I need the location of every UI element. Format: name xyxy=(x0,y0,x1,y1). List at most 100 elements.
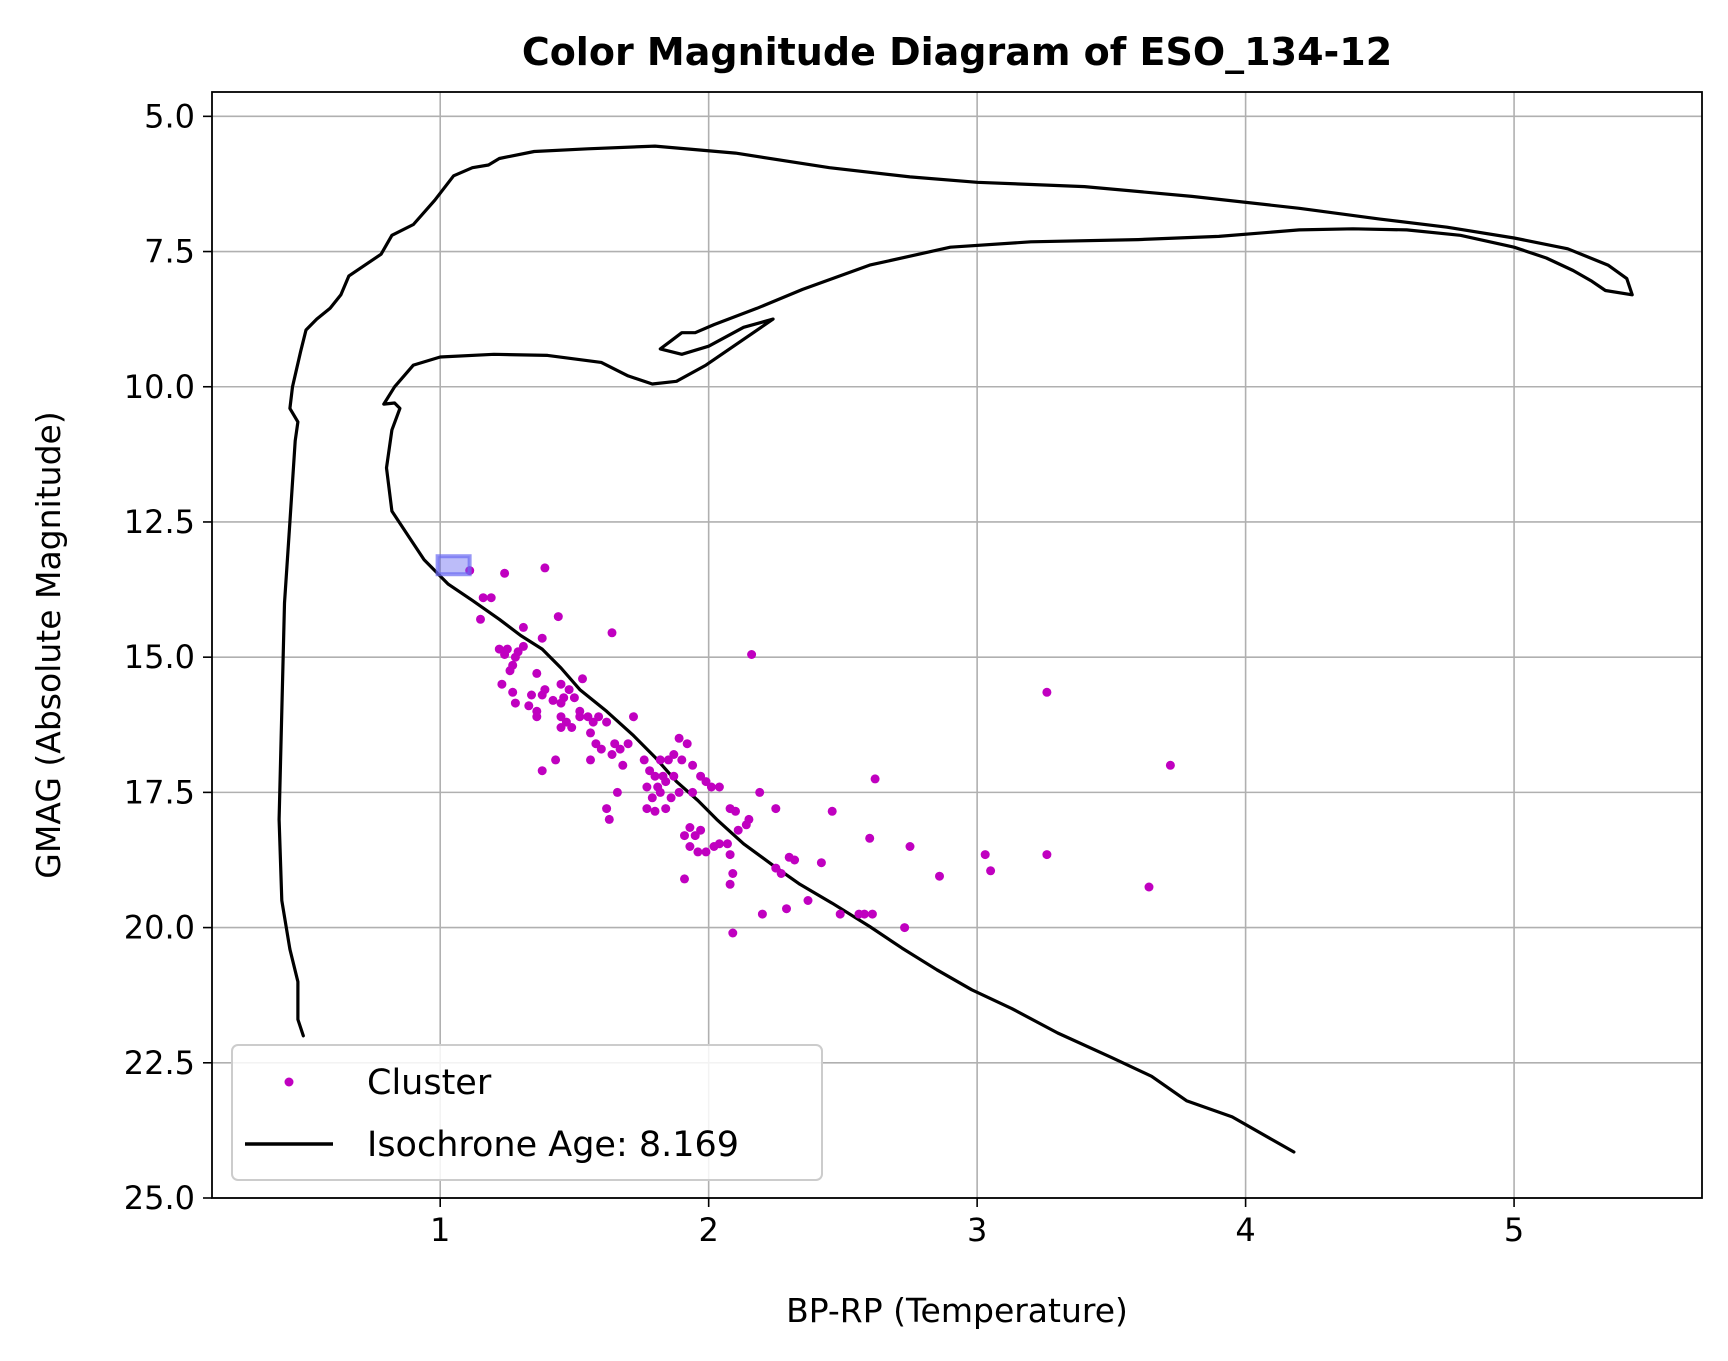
y-tick-label: 20.0 xyxy=(124,909,195,947)
cluster-point xyxy=(497,679,507,689)
cluster-point xyxy=(803,896,813,905)
x-tick-label: 4 xyxy=(1235,1211,1255,1249)
x-axis-label: BP-RP (Temperature) xyxy=(786,1291,1128,1330)
cluster-point xyxy=(986,866,996,876)
cluster-point xyxy=(680,831,689,841)
highlight-marker xyxy=(435,554,472,577)
cluster-point xyxy=(725,850,735,860)
cluster-point xyxy=(714,782,724,792)
cluster-point xyxy=(696,825,706,835)
cluster-point xyxy=(642,782,652,792)
cluster-point xyxy=(980,850,990,860)
cluster-point xyxy=(500,568,510,578)
cluster-point xyxy=(1042,687,1052,697)
cluster-point xyxy=(771,804,781,814)
cluster-point xyxy=(728,928,738,938)
grid-lines xyxy=(212,92,1702,1199)
cluster-point xyxy=(508,687,518,697)
cluster-point xyxy=(867,909,877,919)
y-axis-label: GMAG (Absolute Magnitude) xyxy=(29,411,68,878)
y-tick-label: 7.5 xyxy=(144,233,195,271)
cluster-point xyxy=(612,787,622,797)
cluster-point xyxy=(575,712,585,722)
cluster-point xyxy=(733,825,743,835)
cluster-point xyxy=(524,701,534,711)
cluster-point xyxy=(629,712,638,722)
cluster-point xyxy=(935,871,944,881)
cluster-point xyxy=(835,909,845,919)
cluster-point xyxy=(478,593,488,603)
legend-box xyxy=(231,1044,823,1181)
cluster-point xyxy=(518,622,528,632)
cluster-point xyxy=(725,879,735,889)
cluster-point xyxy=(865,833,875,843)
cluster-point xyxy=(567,723,577,732)
cluster-point xyxy=(669,750,679,759)
cluster-point xyxy=(607,628,617,638)
cluster-point xyxy=(586,755,595,765)
cluster-point xyxy=(476,614,485,624)
cluster-point xyxy=(688,787,698,797)
cluster-point xyxy=(827,806,837,816)
cluster-point xyxy=(655,787,665,797)
cluster-point xyxy=(556,679,566,689)
cluster-point xyxy=(556,698,566,708)
cluster-point xyxy=(578,674,587,684)
cluster-point xyxy=(623,739,633,749)
cluster-point xyxy=(747,650,757,659)
cluster-point xyxy=(602,717,612,727)
cluster-point xyxy=(682,739,692,749)
x-tick-label: 3 xyxy=(967,1211,987,1249)
y-tick-label: 15.0 xyxy=(124,638,195,676)
cluster-point xyxy=(714,839,724,849)
cluster-point xyxy=(505,666,515,676)
cluster-point xyxy=(693,847,703,857)
cluster-point xyxy=(900,923,910,933)
y-tick-label: 22.5 xyxy=(124,1044,195,1082)
cluster-point xyxy=(666,793,676,803)
cluster-point xyxy=(645,766,655,776)
cluster-point xyxy=(639,755,649,765)
legend-cluster-marker xyxy=(284,1077,294,1087)
cluster-point xyxy=(680,874,689,884)
cluster-point xyxy=(674,787,684,797)
x-axis-ticks: 1 2 3 4 5 xyxy=(430,1198,1524,1249)
cluster-point xyxy=(518,641,528,651)
y-axis-ticks: 5.0 7.5 10.0 12.5 15.0 17.5 20.0 22.5 25.0 xyxy=(124,97,212,1217)
cluster-point xyxy=(661,777,671,787)
cluster-point xyxy=(548,695,558,705)
cluster-point xyxy=(532,712,542,722)
cluster-point xyxy=(1165,760,1175,770)
cluster-point xyxy=(757,909,767,919)
cluster-point xyxy=(527,690,536,700)
cluster-point xyxy=(723,839,732,849)
cluster-point xyxy=(650,806,660,816)
cluster-point xyxy=(486,593,496,603)
cluster-point xyxy=(537,766,547,776)
cluster-point xyxy=(790,855,800,865)
cluster-point xyxy=(537,633,547,643)
cluster-point xyxy=(586,728,595,738)
cluster-point xyxy=(537,690,547,700)
y-tick-label: 17.5 xyxy=(124,773,195,811)
cluster-point xyxy=(685,823,695,832)
cluster-point xyxy=(510,698,520,708)
cluster-point xyxy=(776,869,786,878)
cluster-point xyxy=(556,723,566,732)
cluster-point xyxy=(596,744,606,754)
legend: Cluster Isochrone Age: 8.169 xyxy=(231,1044,823,1181)
cluster-point xyxy=(870,774,880,784)
cluster-point xyxy=(1042,850,1052,860)
y-tick-label: 10.0 xyxy=(124,368,195,406)
cluster-point xyxy=(532,668,542,678)
cluster-point xyxy=(677,755,687,765)
cluster-point xyxy=(859,909,869,919)
cluster-point xyxy=(553,612,563,622)
cluster-point xyxy=(669,771,679,781)
cluster-point xyxy=(647,793,657,803)
cluster-point xyxy=(674,733,684,743)
cluster-point xyxy=(551,755,561,765)
cluster-point xyxy=(650,771,660,781)
legend-isochrone-label: Isochrone Age: 8.169 xyxy=(367,1125,739,1165)
cluster-point xyxy=(642,804,652,814)
